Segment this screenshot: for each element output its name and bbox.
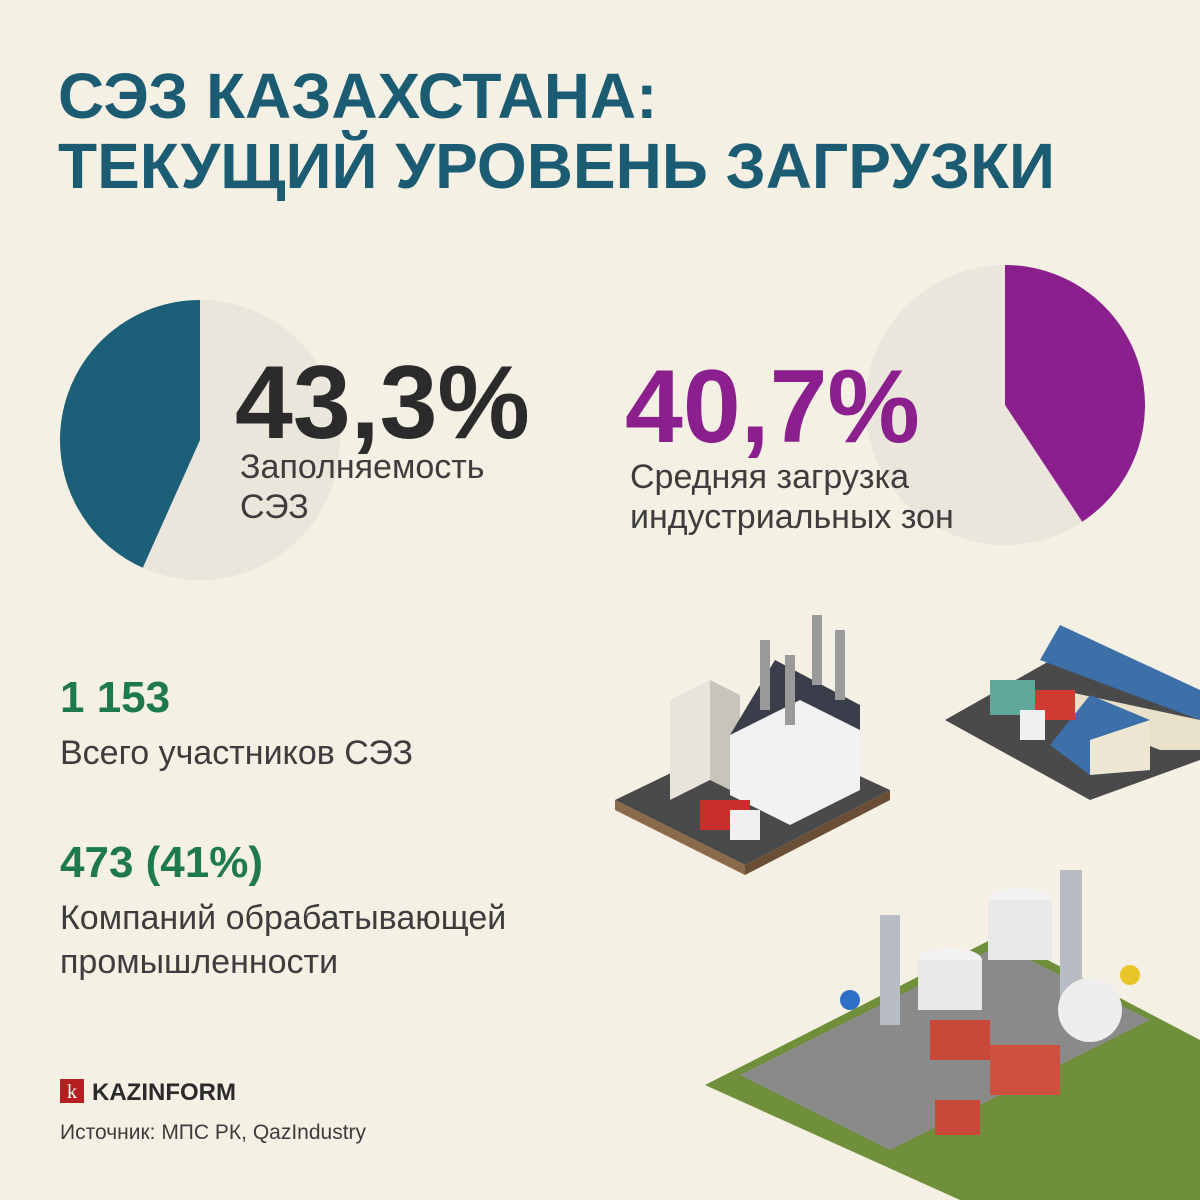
warehouse-illustration — [945, 625, 1200, 800]
stat-percent: 43,3% — [235, 345, 530, 461]
stat-number: 1 153 — [60, 673, 170, 722]
pie-wedge — [60, 300, 200, 568]
title-line: СЭЗ КАЗАХСТАНА: — [58, 60, 657, 132]
logo-letter: k — [67, 1081, 77, 1103]
stat-number: 473 (41%) — [60, 838, 263, 887]
stat-percent: 40,7% — [625, 349, 920, 465]
logo-box — [60, 1079, 84, 1103]
pie-wedge — [1005, 265, 1145, 522]
brand-name: KAZINFORM — [92, 1079, 236, 1106]
plant-illustration — [705, 870, 1200, 1200]
stat-caption: индустриальных зон — [630, 498, 954, 536]
stat-caption: Компаний обрабатывающей — [60, 899, 506, 937]
factory-illustration — [615, 615, 890, 875]
source-note: Источник: МПС РК, QazIndustry — [60, 1121, 367, 1144]
stat-caption: Всего участников СЭЗ — [60, 734, 413, 772]
stat-caption: СЭЗ — [240, 488, 309, 526]
stat-caption: Средняя загрузка — [630, 458, 909, 496]
title-line: ТЕКУЩИЙ УРОВЕНЬ ЗАГРУЗКИ — [58, 129, 1055, 202]
stat-caption: промышленности — [60, 943, 338, 981]
stat-caption: Заполняемость — [240, 448, 485, 486]
